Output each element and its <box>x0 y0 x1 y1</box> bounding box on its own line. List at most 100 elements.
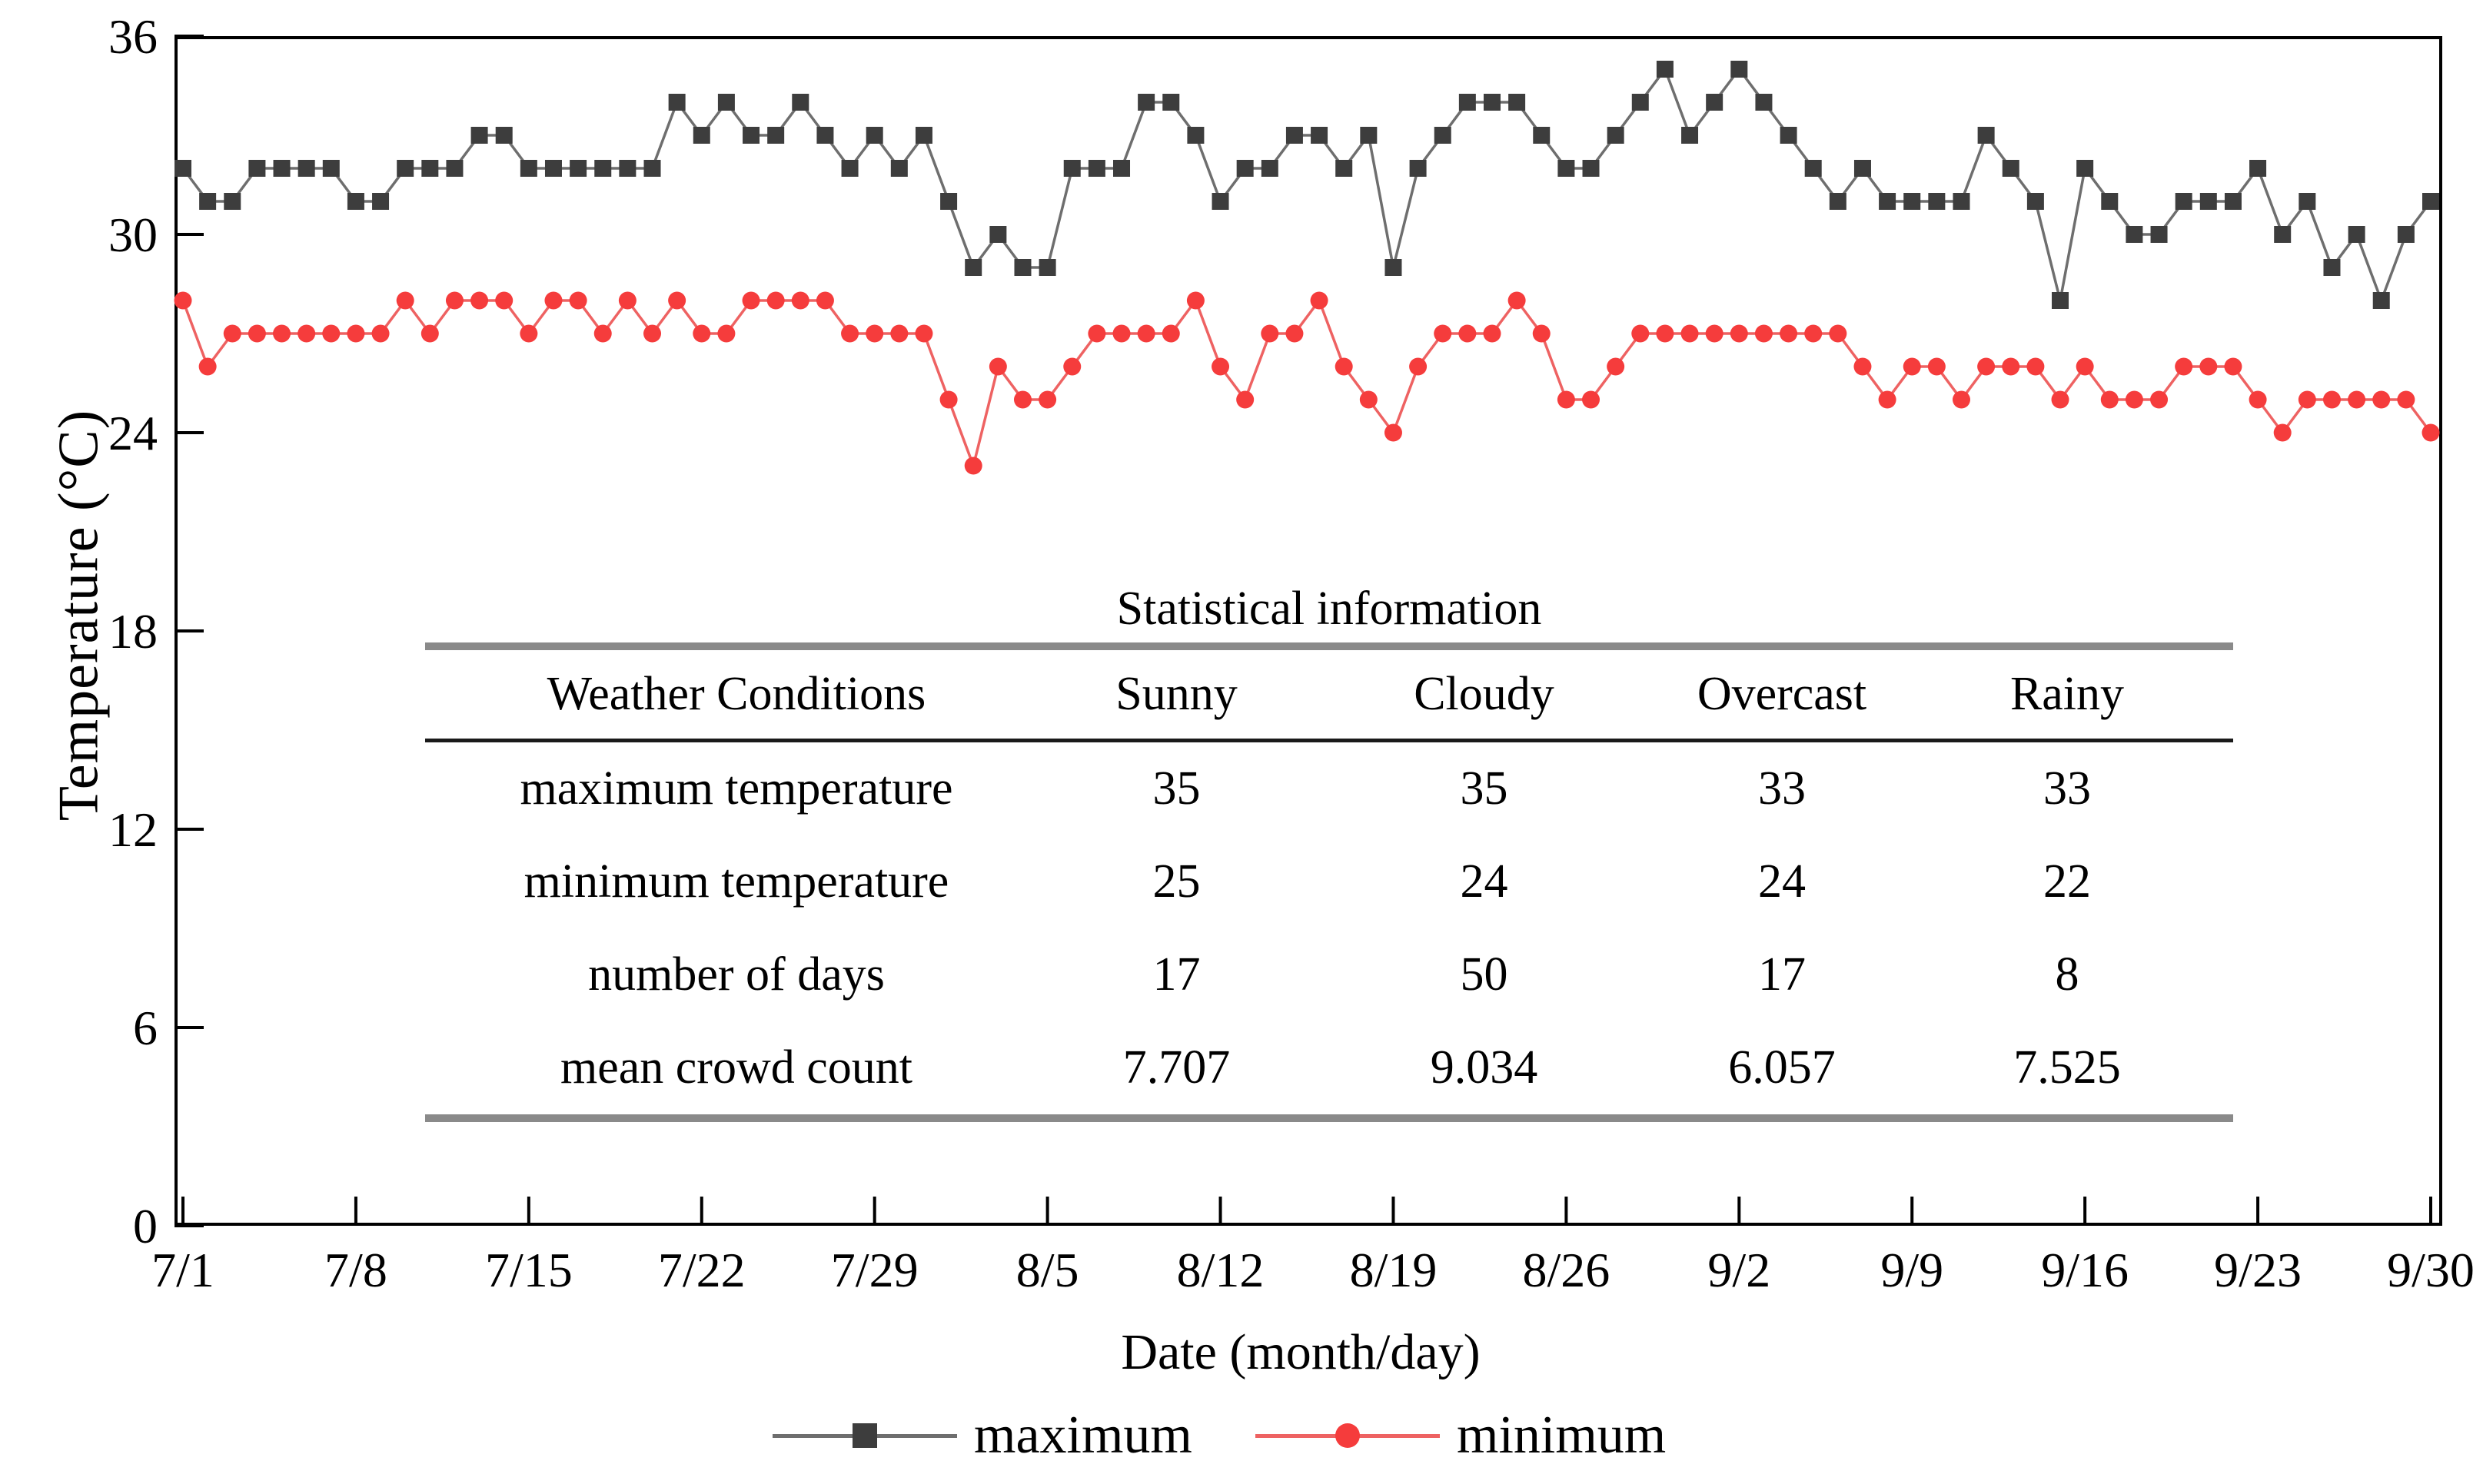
data-point-maximum <box>224 193 241 210</box>
x-tick-label: 9/9 <box>1880 1243 1943 1297</box>
data-point-minimum <box>1285 324 1304 343</box>
data-point-minimum <box>1607 357 1625 376</box>
x-tick-label: 9/16 <box>2041 1243 2129 1297</box>
data-point-maximum <box>1755 94 1773 111</box>
data-point-maximum <box>1335 160 1353 177</box>
data-point-minimum <box>1532 324 1551 343</box>
y-tick-label: 24 <box>108 406 158 460</box>
data-point-maximum <box>2422 193 2439 210</box>
data-point-maximum <box>1063 160 1081 177</box>
data-point-maximum <box>1212 193 1229 210</box>
data-point-minimum <box>445 291 464 310</box>
data-point-maximum <box>866 127 883 144</box>
data-point-maximum <box>1829 193 1846 210</box>
data-point-maximum <box>446 160 464 177</box>
y-tick-label: 18 <box>108 604 158 659</box>
data-point-minimum <box>1186 291 1205 310</box>
data-point-minimum <box>1013 390 1032 409</box>
data-point-maximum <box>1014 259 1032 276</box>
data-point-maximum <box>1853 160 1871 177</box>
data-point-minimum <box>1212 357 1230 376</box>
data-point-minimum <box>520 324 538 343</box>
data-point-maximum <box>2076 160 2094 177</box>
data-point-maximum <box>1780 127 1797 144</box>
data-point-minimum <box>1878 390 1896 409</box>
data-point-maximum <box>767 127 785 144</box>
data-point-minimum <box>693 324 711 343</box>
data-point-maximum <box>1384 259 1402 276</box>
data-point-maximum <box>1261 160 1278 177</box>
data-point-maximum <box>594 160 612 177</box>
table-top-rule <box>425 642 2233 650</box>
data-point-minimum <box>1088 324 1106 343</box>
data-point-minimum <box>643 324 662 343</box>
data-point-minimum <box>841 324 859 343</box>
data-point-maximum <box>1483 94 1501 111</box>
data-point-minimum <box>273 324 291 343</box>
stats-table-title: Statistical information <box>1116 583 1542 635</box>
data-point-minimum <box>174 291 192 310</box>
data-point-maximum <box>322 160 340 177</box>
table-cell: 7.525 <box>2013 1041 2121 1094</box>
data-point-minimum <box>1112 324 1131 343</box>
data-point-maximum <box>1582 160 1600 177</box>
data-point-minimum <box>1977 357 1996 376</box>
legend-item-minimum: minimum <box>1255 1389 1666 1482</box>
data-point-minimum <box>1162 324 1180 343</box>
data-point-maximum <box>717 94 735 111</box>
data-point-maximum <box>2249 160 2267 177</box>
table-cell: 6.057 <box>1728 1041 1836 1094</box>
data-point-minimum <box>420 324 439 343</box>
data-point-minimum <box>1507 291 1526 310</box>
data-point-minimum <box>1063 357 1082 376</box>
data-point-maximum <box>643 160 661 177</box>
table-cell: 9.034 <box>1430 1041 1538 1094</box>
data-point-maximum <box>1039 259 1056 276</box>
data-point-maximum <box>792 94 809 111</box>
data-point-minimum <box>1310 291 1328 310</box>
data-point-minimum <box>2273 423 2292 442</box>
y-tick-label: 12 <box>108 802 158 857</box>
x-axis-label: Date (month/day) <box>1121 1324 1481 1380</box>
data-point-minimum <box>1137 324 1155 343</box>
table-header-cell: Cloudy <box>1414 668 1554 721</box>
x-tick-label: 7/8 <box>324 1243 387 1297</box>
y-tick-label: 30 <box>108 207 158 262</box>
data-point-maximum <box>1285 127 1303 144</box>
data-point-maximum <box>1706 94 1723 111</box>
data-point-minimum <box>1705 324 1723 343</box>
data-point-minimum <box>2076 357 2094 376</box>
data-point-minimum <box>2150 390 2169 409</box>
data-point-minimum <box>1236 390 1255 409</box>
data-point-minimum <box>2026 357 2045 376</box>
data-point-minimum <box>2249 390 2267 409</box>
data-point-minimum <box>1261 324 1279 343</box>
data-point-minimum <box>2100 390 2119 409</box>
data-point-minimum <box>1804 324 1823 343</box>
data-point-maximum <box>1953 193 1970 210</box>
data-point-maximum <box>2052 292 2069 309</box>
data-point-minimum <box>2322 390 2341 409</box>
data-point-maximum <box>890 160 908 177</box>
data-point-minimum <box>198 357 217 376</box>
data-point-minimum <box>2348 390 2366 409</box>
y-axis-label: Temperature (°C) <box>47 409 111 822</box>
data-point-minimum <box>1680 324 1699 343</box>
circle-marker-icon <box>1255 1420 1440 1451</box>
data-point-minimum <box>2224 357 2242 376</box>
legend: maximum minimum <box>0 1389 2483 1482</box>
table-row: minimum temperature 25 24 24 22 <box>425 835 2233 928</box>
data-point-maximum <box>2026 193 2044 210</box>
x-tick-label: 8/26 <box>1522 1243 1610 1297</box>
data-point-maximum <box>2274 226 2292 243</box>
table-cell: minimum temperature <box>524 855 949 908</box>
x-tick-label: 8/12 <box>1177 1243 1265 1297</box>
data-point-maximum <box>965 259 982 276</box>
data-point-maximum <box>915 127 932 144</box>
data-point-minimum <box>1631 324 1650 343</box>
data-point-maximum <box>470 127 488 144</box>
table-cell: 22 <box>2043 855 2091 908</box>
data-point-minimum <box>1952 390 1970 409</box>
table-cell: number of days <box>588 948 885 1001</box>
legend-item-maximum: maximum <box>773 1389 1192 1482</box>
